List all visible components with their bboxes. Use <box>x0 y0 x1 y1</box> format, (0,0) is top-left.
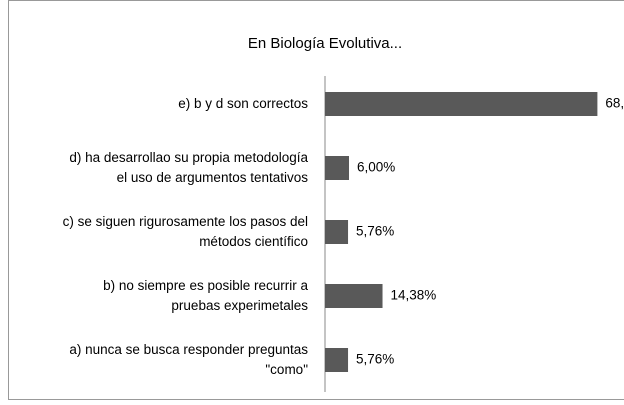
bar <box>325 284 383 308</box>
chart-title: En Biología Evolutiva... <box>248 35 402 52</box>
category-label: a) nunca se busca responder preguntas "co… <box>69 342 308 377</box>
category-label: e) b y d son correctos <box>178 96 308 111</box>
data-label: 14,38% <box>391 288 437 303</box>
data-label: 5,76% <box>356 352 394 367</box>
category-label: b) no siempre es posible recurrir a prueb… <box>103 278 308 313</box>
bar <box>325 220 349 244</box>
bar <box>325 92 598 116</box>
category-label: c) se siguen rigurosamente los pasos del… <box>63 214 308 249</box>
bar <box>325 156 349 180</box>
bar <box>325 348 349 372</box>
category-label: d) ha desarrollao su propia metodología e… <box>69 150 308 185</box>
chart-frame <box>8 0 624 400</box>
data-label: 5,76% <box>356 224 394 239</box>
data-label: 68,10% <box>605 96 624 111</box>
data-label: 6,00% <box>357 160 395 175</box>
